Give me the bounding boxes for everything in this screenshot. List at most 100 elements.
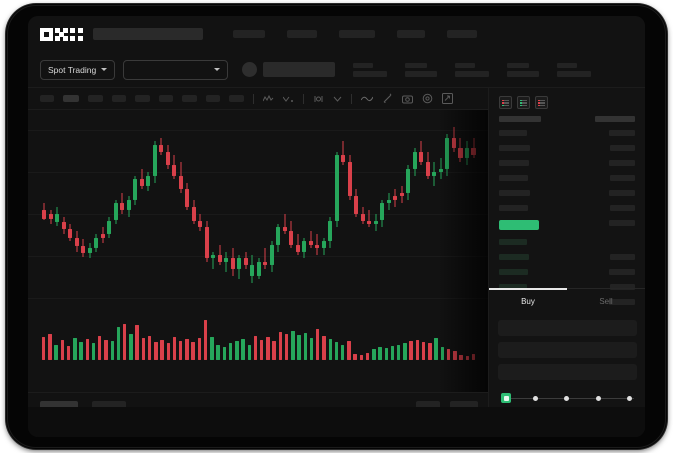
- price-field[interactable]: [498, 342, 637, 358]
- candle-body: [341, 155, 346, 162]
- volume-bar: [397, 345, 401, 360]
- candle: [100, 110, 105, 300]
- orderbook-view-both[interactable]: [499, 96, 512, 109]
- timeframe-1M[interactable]: [229, 95, 244, 102]
- timeframe-30m[interactable]: [112, 95, 126, 102]
- candle-body: [471, 148, 476, 156]
- orders-filter-button[interactable]: [416, 401, 440, 409]
- volume-bar: [415, 340, 420, 360]
- volume-bar: [203, 320, 208, 360]
- orderbook-ask-row[interactable]: [499, 205, 528, 211]
- volume-bar: [141, 338, 146, 360]
- candle: [302, 110, 307, 300]
- timeframe-4h[interactable]: [159, 95, 173, 102]
- slider-stop-50[interactable]: [564, 395, 569, 401]
- stat-24h-low-value: [507, 70, 540, 77]
- toolbar-divider: [303, 93, 304, 104]
- candle: [211, 110, 216, 300]
- orderbook-bid-row[interactable]: [499, 254, 529, 260]
- candle-body: [445, 137, 450, 169]
- nav-more[interactable]: [447, 30, 477, 38]
- candle-body: [373, 220, 378, 224]
- timeframe-1h[interactable]: [135, 95, 150, 102]
- orderbook-last-price[interactable]: [499, 220, 539, 230]
- orderbook-view-bids[interactable]: [517, 96, 530, 109]
- chart-settings-icon[interactable]: [422, 93, 433, 104]
- candle-wick: [264, 248, 266, 269]
- orderbook-ask-row[interactable]: [499, 130, 527, 136]
- candle-body: [438, 168, 443, 173]
- spot-trading-dropdown[interactable]: Spot Trading: [40, 59, 116, 80]
- candle: [289, 110, 294, 300]
- candle: [237, 110, 242, 300]
- orderbook-ask-row[interactable]: [499, 175, 528, 181]
- trading-pair-select[interactable]: [123, 59, 229, 80]
- order-book[interactable]: [489, 116, 645, 305]
- bottom-strip: [28, 407, 645, 437]
- candle: [61, 110, 66, 300]
- volume-bar: [160, 340, 164, 360]
- candle: [42, 110, 47, 300]
- slider-stop-100[interactable]: [627, 395, 632, 401]
- orderbook-ask-row[interactable]: [499, 160, 529, 166]
- timeframe-5m[interactable]: [63, 95, 79, 102]
- compare-icon[interactable]: [313, 95, 324, 103]
- amount-percent-slider[interactable]: [501, 393, 634, 403]
- nav-earn[interactable]: [397, 30, 425, 38]
- candle: [165, 110, 170, 300]
- candle: [445, 110, 450, 300]
- tab-sell[interactable]: Sell: [567, 289, 645, 314]
- volume-bar: [384, 348, 388, 360]
- tab-buy[interactable]: Buy: [489, 288, 567, 314]
- slider-handle[interactable]: [501, 393, 511, 403]
- gridline-2: [28, 214, 488, 215]
- timeframe-15m[interactable]: [88, 95, 103, 102]
- spot-trading-label: Spot Trading: [48, 64, 97, 75]
- indicators-icon[interactable]: [263, 94, 274, 103]
- chevron-down-icon: [214, 68, 221, 71]
- volume-bar: [340, 345, 345, 360]
- orderbook-bid-row[interactable]: [499, 239, 527, 245]
- fullscreen-icon[interactable]: [442, 93, 453, 104]
- nav-buy-crypto[interactable]: [233, 30, 265, 38]
- okx-logo[interactable]: [40, 27, 83, 41]
- nav-markets[interactable]: [287, 30, 317, 38]
- draw-tool-icon[interactable]: [382, 93, 393, 104]
- volume-bar: [353, 354, 357, 360]
- candle-body: [321, 241, 326, 249]
- more-chevron-icon[interactable]: [333, 95, 342, 103]
- volume-bar: [104, 340, 108, 360]
- orderbook-ask-row[interactable]: [499, 145, 530, 151]
- timeframe-1d[interactable]: [182, 95, 197, 102]
- candle-wick: [342, 141, 344, 166]
- order-type-field[interactable]: [498, 320, 637, 336]
- candle-body: [185, 189, 190, 207]
- candle: [438, 110, 443, 300]
- candle: [328, 110, 333, 300]
- amount-field[interactable]: [498, 364, 637, 380]
- orderbook-bid-row[interactable]: [499, 269, 528, 275]
- candle-body: [204, 227, 209, 259]
- volume-bar: [428, 343, 432, 360]
- orders-cancel-all-button[interactable]: [450, 401, 478, 409]
- candle: [107, 110, 112, 300]
- line-chart-icon[interactable]: [361, 95, 373, 103]
- nav-trade[interactable]: [339, 30, 375, 38]
- volume-bar: [154, 342, 158, 360]
- timeframe-1m[interactable]: [40, 95, 54, 102]
- tab-order-history[interactable]: [92, 401, 126, 409]
- candle: [159, 110, 164, 300]
- snapshot-icon[interactable]: [402, 94, 413, 104]
- candle: [120, 110, 125, 300]
- slider-stop-75[interactable]: [595, 395, 601, 401]
- slider-stop-25[interactable]: [532, 395, 538, 401]
- volume-bar: [316, 329, 320, 360]
- chart-type-icon[interactable]: [283, 95, 294, 103]
- orderbook-view-asks[interactable]: [535, 96, 548, 109]
- candle-wick: [284, 213, 286, 235]
- orderbook-bid-row[interactable]: [499, 284, 527, 290]
- timeframe-1w[interactable]: [206, 95, 220, 102]
- orderbook-ask-row[interactable]: [499, 190, 530, 196]
- price-chart[interactable]: [28, 110, 488, 392]
- volume-bar: [453, 351, 457, 360]
